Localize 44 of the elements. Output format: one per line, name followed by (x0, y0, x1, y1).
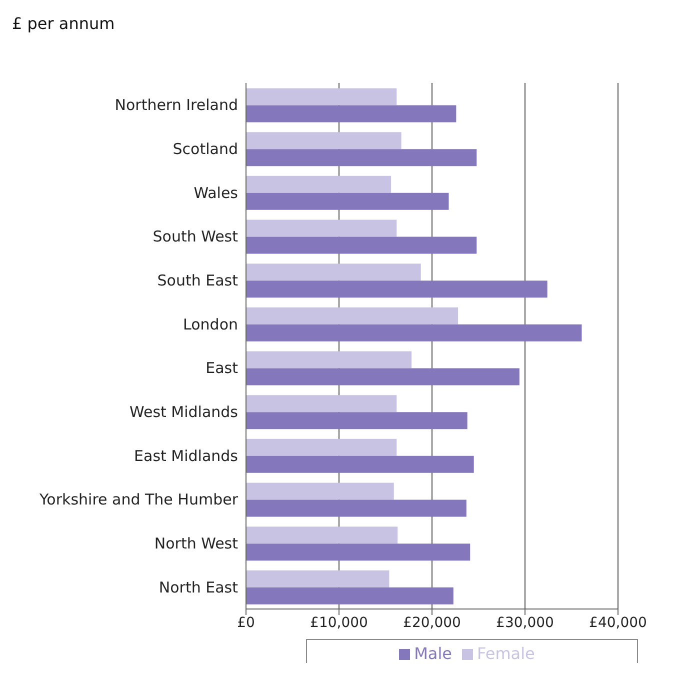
y-tick-label: South West (152, 228, 238, 246)
y-tick-label: Northern Ireland (114, 96, 238, 114)
bar (246, 280, 548, 298)
bar (246, 351, 412, 368)
legend-label: Female (477, 644, 535, 663)
bar (246, 176, 392, 193)
y-tick-label: North East (158, 578, 238, 596)
bar (246, 526, 398, 544)
bar (246, 132, 402, 150)
legend-label: Male (414, 644, 452, 663)
bar (246, 264, 421, 281)
x-tick-label: £30,000 (496, 614, 554, 631)
y-tick-label: Scotland (172, 140, 238, 158)
x-tick-label: £0 (237, 614, 255, 631)
bar (246, 587, 454, 604)
bar (246, 438, 397, 456)
bar (246, 324, 582, 342)
bar (246, 192, 449, 210)
bar (246, 482, 394, 500)
x-tick-label: £40,000 (589, 614, 647, 631)
bar (246, 149, 477, 166)
y-tick-label: East (206, 359, 238, 378)
bar (246, 307, 458, 324)
bar (246, 412, 468, 430)
y-tick-label: Yorkshire and The Humber (38, 490, 239, 509)
y-tick-label: London (183, 315, 238, 334)
text: £ per annum (11, 13, 116, 33)
bar (246, 500, 466, 517)
bar (246, 456, 474, 473)
bar (246, 395, 397, 412)
bar (246, 88, 397, 106)
y-tick-label: North West (154, 534, 238, 553)
bar (246, 544, 470, 561)
y-tick-label: Wales (194, 184, 238, 202)
bar (246, 236, 477, 254)
bar (246, 368, 520, 386)
y-tick-label: South East (157, 272, 238, 290)
bar (246, 105, 456, 122)
bar (246, 220, 397, 237)
y-tick-label: West Midlands (130, 403, 238, 422)
y-tick-label: East Midlands (134, 446, 238, 465)
x-tick-label: £20,000 (403, 614, 461, 631)
x-tick-label: £10,000 (310, 614, 368, 631)
bar (246, 570, 390, 588)
